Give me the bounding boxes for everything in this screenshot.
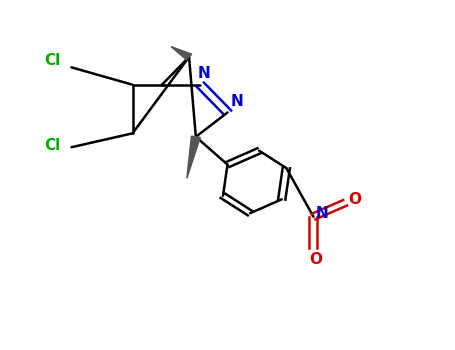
Text: Cl: Cl bbox=[44, 138, 61, 153]
Text: Cl: Cl bbox=[44, 53, 61, 68]
Text: O: O bbox=[349, 193, 362, 208]
Polygon shape bbox=[187, 136, 200, 178]
Text: N: N bbox=[197, 65, 210, 80]
Polygon shape bbox=[171, 47, 192, 60]
Text: N: N bbox=[231, 94, 244, 109]
Text: O: O bbox=[309, 252, 322, 267]
Text: N: N bbox=[316, 206, 329, 222]
